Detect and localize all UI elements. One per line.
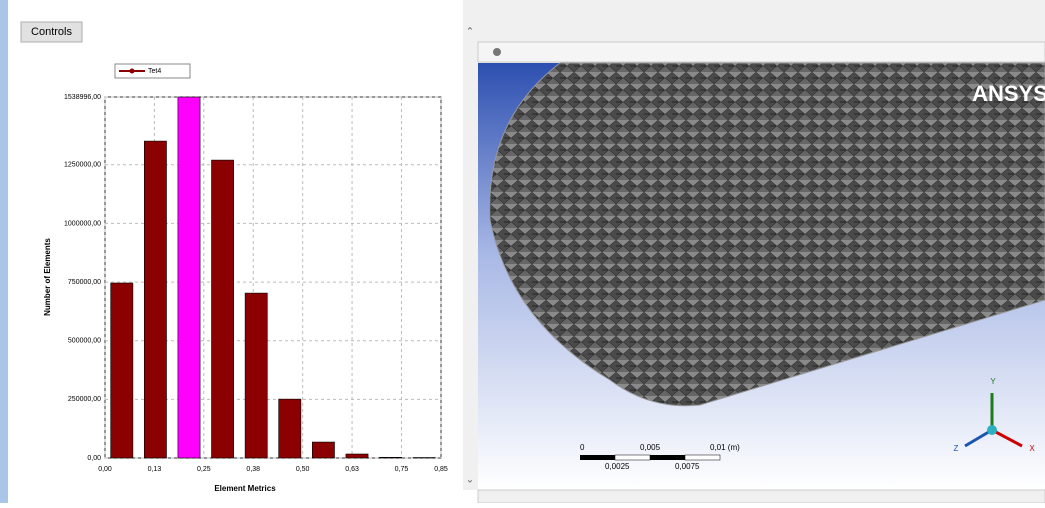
x-tick-label: 0,13: [148, 466, 162, 473]
toolbar-row: [478, 42, 1045, 62]
y-tick-label: 250000,00: [68, 396, 101, 403]
scale-label: 0,01 (m): [710, 443, 740, 452]
scroll-down[interactable]: ⌄: [466, 475, 474, 486]
panel-edge: [0, 0, 8, 503]
x-tick-label: 0,38: [246, 466, 260, 473]
button-label[interactable]: Controls: [31, 26, 72, 38]
scale-seg: [580, 455, 615, 460]
status-bar: [478, 490, 1045, 503]
toolbar-icon[interactable]: [493, 48, 501, 56]
x-tick-label: 0,50: [296, 466, 310, 473]
scale-label: 0,0075: [675, 462, 700, 471]
bar: [380, 457, 402, 458]
x-tick-label: 0,63: [345, 466, 359, 473]
legend-label: Tet4: [148, 68, 161, 75]
y-tick-label: 1538996,00: [64, 94, 101, 101]
scale-label: 0,005: [640, 443, 661, 452]
x-tick-label: 0,75: [395, 466, 409, 473]
scale-label: 0,0025: [605, 462, 630, 471]
axis-label: X: [1029, 444, 1035, 453]
legend-marker: [130, 69, 135, 74]
bar: [178, 97, 200, 458]
y-axis-label: Number of Elements: [43, 238, 52, 316]
scale-seg: [685, 455, 720, 460]
x-tick-label: 0,25: [197, 466, 211, 473]
x-axis-label: Element Metrics: [214, 484, 276, 493]
y-tick-label: 750000,00: [68, 279, 101, 286]
y-tick-label: 500000,00: [68, 338, 101, 345]
bar: [144, 141, 166, 458]
y-tick-label: 0,00: [87, 455, 101, 462]
axis-label: Z: [954, 444, 959, 453]
x-tick-label: 0,00: [98, 466, 112, 473]
bar: [346, 454, 368, 458]
scale-label: 0: [580, 443, 585, 452]
screen: Controls ⌃ ⌄ ANSYS 0 0,005 0,01 (m) 0,00…: [0, 0, 1045, 503]
bar: [312, 442, 334, 458]
scale-seg: [650, 455, 685, 460]
bar: [111, 283, 133, 458]
x-tick-label: 0,85: [434, 466, 448, 473]
scroll-up[interactable]: ⌃: [466, 27, 474, 38]
scale-seg: [615, 455, 650, 460]
axis-label: Y: [990, 377, 996, 386]
bar: [212, 160, 234, 458]
scrollbar[interactable]: [463, 0, 478, 490]
bar: [279, 399, 301, 458]
y-tick-label: 1000000,00: [64, 220, 101, 227]
triad-origin: [987, 425, 997, 435]
bar: [245, 293, 267, 458]
logo: ANSYS: [972, 81, 1045, 106]
y-tick-label: 1250000,00: [64, 162, 101, 169]
